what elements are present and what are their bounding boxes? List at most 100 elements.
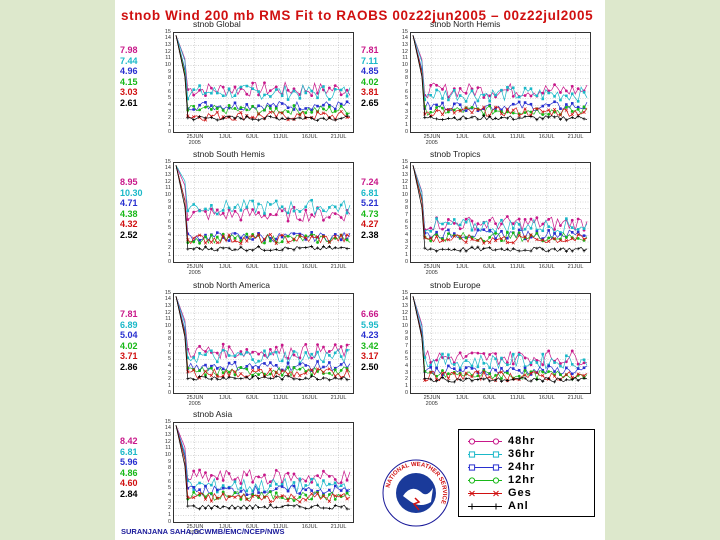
data-point — [535, 228, 539, 232]
data-point — [263, 490, 266, 494]
data-point — [186, 247, 190, 251]
data-point — [576, 105, 580, 109]
data-point — [233, 107, 237, 110]
data-point — [517, 223, 521, 226]
data-point — [292, 499, 296, 502]
data-point — [547, 370, 551, 373]
data-point — [304, 371, 308, 375]
data-point — [345, 88, 349, 92]
legend-marker-plus — [469, 503, 475, 510]
data-point — [505, 240, 510, 245]
data-point — [292, 87, 296, 91]
data-point — [446, 372, 450, 376]
data-point — [198, 352, 201, 355]
data-point — [310, 489, 313, 492]
data-point — [564, 239, 569, 243]
data-point — [333, 478, 337, 481]
data-point — [529, 102, 533, 106]
series-line-h12 — [175, 296, 351, 378]
data-point — [339, 489, 343, 492]
data-point — [506, 363, 509, 367]
data-point — [488, 379, 492, 383]
data-point — [292, 104, 296, 107]
data-point — [221, 490, 225, 494]
data-point — [251, 248, 255, 252]
data-point — [339, 238, 343, 242]
series-h36 — [412, 35, 588, 103]
data-point — [292, 232, 296, 235]
data-point — [339, 377, 343, 381]
legend-marker-group — [469, 490, 499, 497]
data-point — [333, 366, 337, 370]
data-point — [541, 110, 545, 114]
data-point — [245, 493, 249, 497]
data-point — [452, 89, 456, 92]
data-point — [482, 93, 486, 97]
data-point — [233, 206, 237, 209]
data-point — [327, 105, 331, 109]
x-year-label: 2005 — [188, 401, 201, 407]
data-point — [541, 238, 545, 242]
x-tick-label: 1JUL — [219, 395, 232, 401]
data-point — [215, 377, 219, 381]
legend-item-anl: Anl — [466, 500, 586, 512]
data-point — [286, 219, 290, 223]
x-tick-label: 6JUL — [246, 524, 259, 530]
data-point — [286, 361, 290, 365]
data-point — [482, 114, 486, 118]
data-point — [215, 231, 219, 234]
data-point — [256, 232, 261, 237]
series-line-ges — [175, 425, 351, 503]
y-tick-label: 15 — [401, 28, 408, 35]
data-point — [251, 87, 254, 90]
data-point — [559, 107, 562, 110]
plot-area — [410, 293, 591, 394]
data-point — [186, 241, 190, 245]
data-point — [233, 94, 237, 97]
data-point — [192, 377, 196, 381]
data-point — [547, 229, 550, 232]
data-point — [233, 116, 237, 120]
data-point — [553, 115, 557, 119]
data-point — [186, 504, 190, 508]
y-tick-label: 4 — [167, 362, 171, 369]
data-point — [292, 117, 296, 121]
data-point — [304, 238, 308, 241]
y-tick-label: 4 — [404, 362, 408, 369]
y-tick-label: 7 — [404, 211, 408, 218]
data-point — [441, 222, 444, 226]
data-point — [429, 115, 433, 119]
data-point — [529, 227, 533, 230]
data-point — [304, 246, 308, 250]
y-tick-label: 3 — [404, 108, 408, 115]
data-point — [245, 375, 249, 379]
data-point — [292, 472, 296, 476]
y-tick-label: 14 — [164, 165, 171, 172]
data-point — [186, 370, 190, 374]
data-point — [298, 356, 302, 360]
y-tick-label: 7 — [167, 471, 171, 478]
data-point — [500, 367, 503, 370]
data-point — [268, 213, 272, 216]
data-point — [345, 489, 349, 492]
data-point — [274, 491, 278, 495]
data-point — [269, 104, 272, 108]
data-point — [286, 98, 290, 101]
data-point — [570, 115, 574, 119]
y-tick-label: 6 — [404, 349, 408, 356]
data-point — [423, 377, 427, 381]
y-tick-label: 5 — [167, 95, 171, 102]
data-point — [499, 379, 503, 383]
data-point — [263, 349, 266, 353]
data-point — [493, 238, 498, 243]
stat-value-anl: 2.52 — [120, 229, 138, 240]
series-line-h36 — [175, 165, 351, 216]
data-point — [435, 217, 438, 220]
data-point — [564, 373, 569, 377]
data-point — [245, 108, 249, 112]
data-point — [339, 88, 343, 92]
series-line-h24 — [175, 425, 351, 496]
stat-value-h24: 4.23 — [361, 330, 379, 340]
stat-value-h24: 5.96 — [120, 457, 138, 467]
panel-title: stnob North Hemis — [430, 19, 501, 29]
